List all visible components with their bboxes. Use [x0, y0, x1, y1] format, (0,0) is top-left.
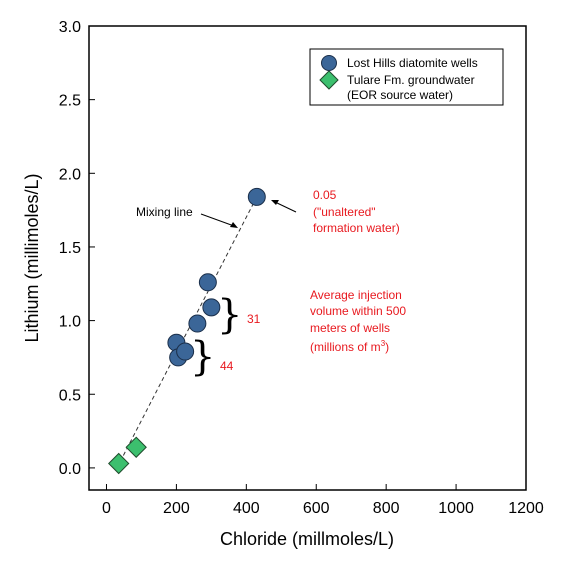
legend-label-wells: Lost Hills diatomite wells	[347, 56, 478, 70]
legend-label-groundwater: Tulare Fm. groundwater	[347, 73, 475, 87]
y-tick-label: 1.0	[59, 314, 81, 331]
group-lower-label: 44	[220, 359, 234, 373]
x-axis-title: Chloride (millmoles/L)	[220, 529, 394, 549]
brace-lower: }	[190, 334, 215, 380]
mixing-line-arrowhead	[230, 222, 238, 228]
x-tick-label: 600	[303, 500, 330, 517]
x-tick-label: 0	[102, 500, 111, 517]
well-point	[188, 314, 207, 333]
x-tick-label: 400	[233, 500, 260, 517]
y-tick-label: 2.5	[59, 93, 81, 110]
y-tick-label: 0.0	[59, 461, 81, 478]
legend-marker-wells	[321, 55, 337, 71]
legend: Lost Hills diatomite wells Tulare Fm. gr…	[309, 48, 504, 106]
injection-annotation: Average injection volume within 500 mete…	[310, 288, 409, 354]
y-tick-label: 1.5	[59, 240, 81, 257]
data-points	[108, 187, 266, 475]
mixing-line-arrow	[200, 213, 235, 227]
well-point	[202, 298, 221, 317]
mixing-line-label: Mixing line	[136, 205, 193, 219]
unaltered-arrow	[274, 201, 297, 213]
y-tick-label: 0.5	[59, 387, 81, 404]
y-axis-title: Lithium (millimoles/L)	[22, 173, 42, 342]
well-point	[176, 342, 195, 361]
x-tick-label: 800	[373, 500, 400, 517]
legend-marker-groundwater	[319, 70, 339, 90]
group-upper-label: 31	[247, 312, 261, 326]
unaltered-arrowhead	[271, 200, 279, 205]
x-tick-label: 1200	[508, 500, 544, 517]
mixing-line	[116, 196, 258, 469]
legend-box	[309, 48, 504, 106]
legend-label-groundwater-line2: (EOR source water)	[347, 88, 453, 102]
x-tick-label: 1000	[438, 500, 474, 517]
groundwater-point	[125, 436, 147, 458]
well-point	[198, 273, 217, 292]
brace-upper: }	[217, 292, 242, 338]
y-axis-ticks: 0.0 0.5 1.0 1.5 2.0 2.5 3.0	[59, 19, 95, 478]
x-axis-ticks: 0 200 400 600 800 1000 1200	[102, 484, 544, 517]
well-point	[247, 187, 266, 206]
plot-frame	[88, 25, 527, 491]
y-tick-label: 2.0	[59, 166, 81, 183]
groundwater-point	[108, 452, 130, 475]
unaltered-annotation: 0.05 ("unaltered" formation water)	[313, 188, 400, 235]
y-tick-label: 3.0	[59, 19, 81, 36]
x-tick-label: 200	[163, 500, 190, 517]
